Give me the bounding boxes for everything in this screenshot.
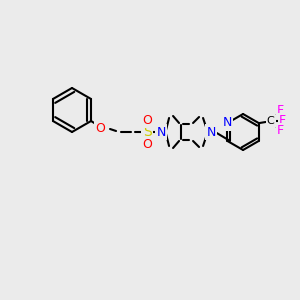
Text: N: N [223,116,232,130]
Text: O: O [142,137,152,151]
Text: F: F [279,115,286,128]
Text: O: O [95,122,105,136]
Text: F: F [277,124,284,137]
Text: S: S [143,125,152,139]
Text: C: C [267,116,274,126]
Text: F: F [277,104,284,118]
Text: O: O [142,113,152,127]
Text: N: N [156,125,166,139]
Text: N: N [206,125,216,139]
